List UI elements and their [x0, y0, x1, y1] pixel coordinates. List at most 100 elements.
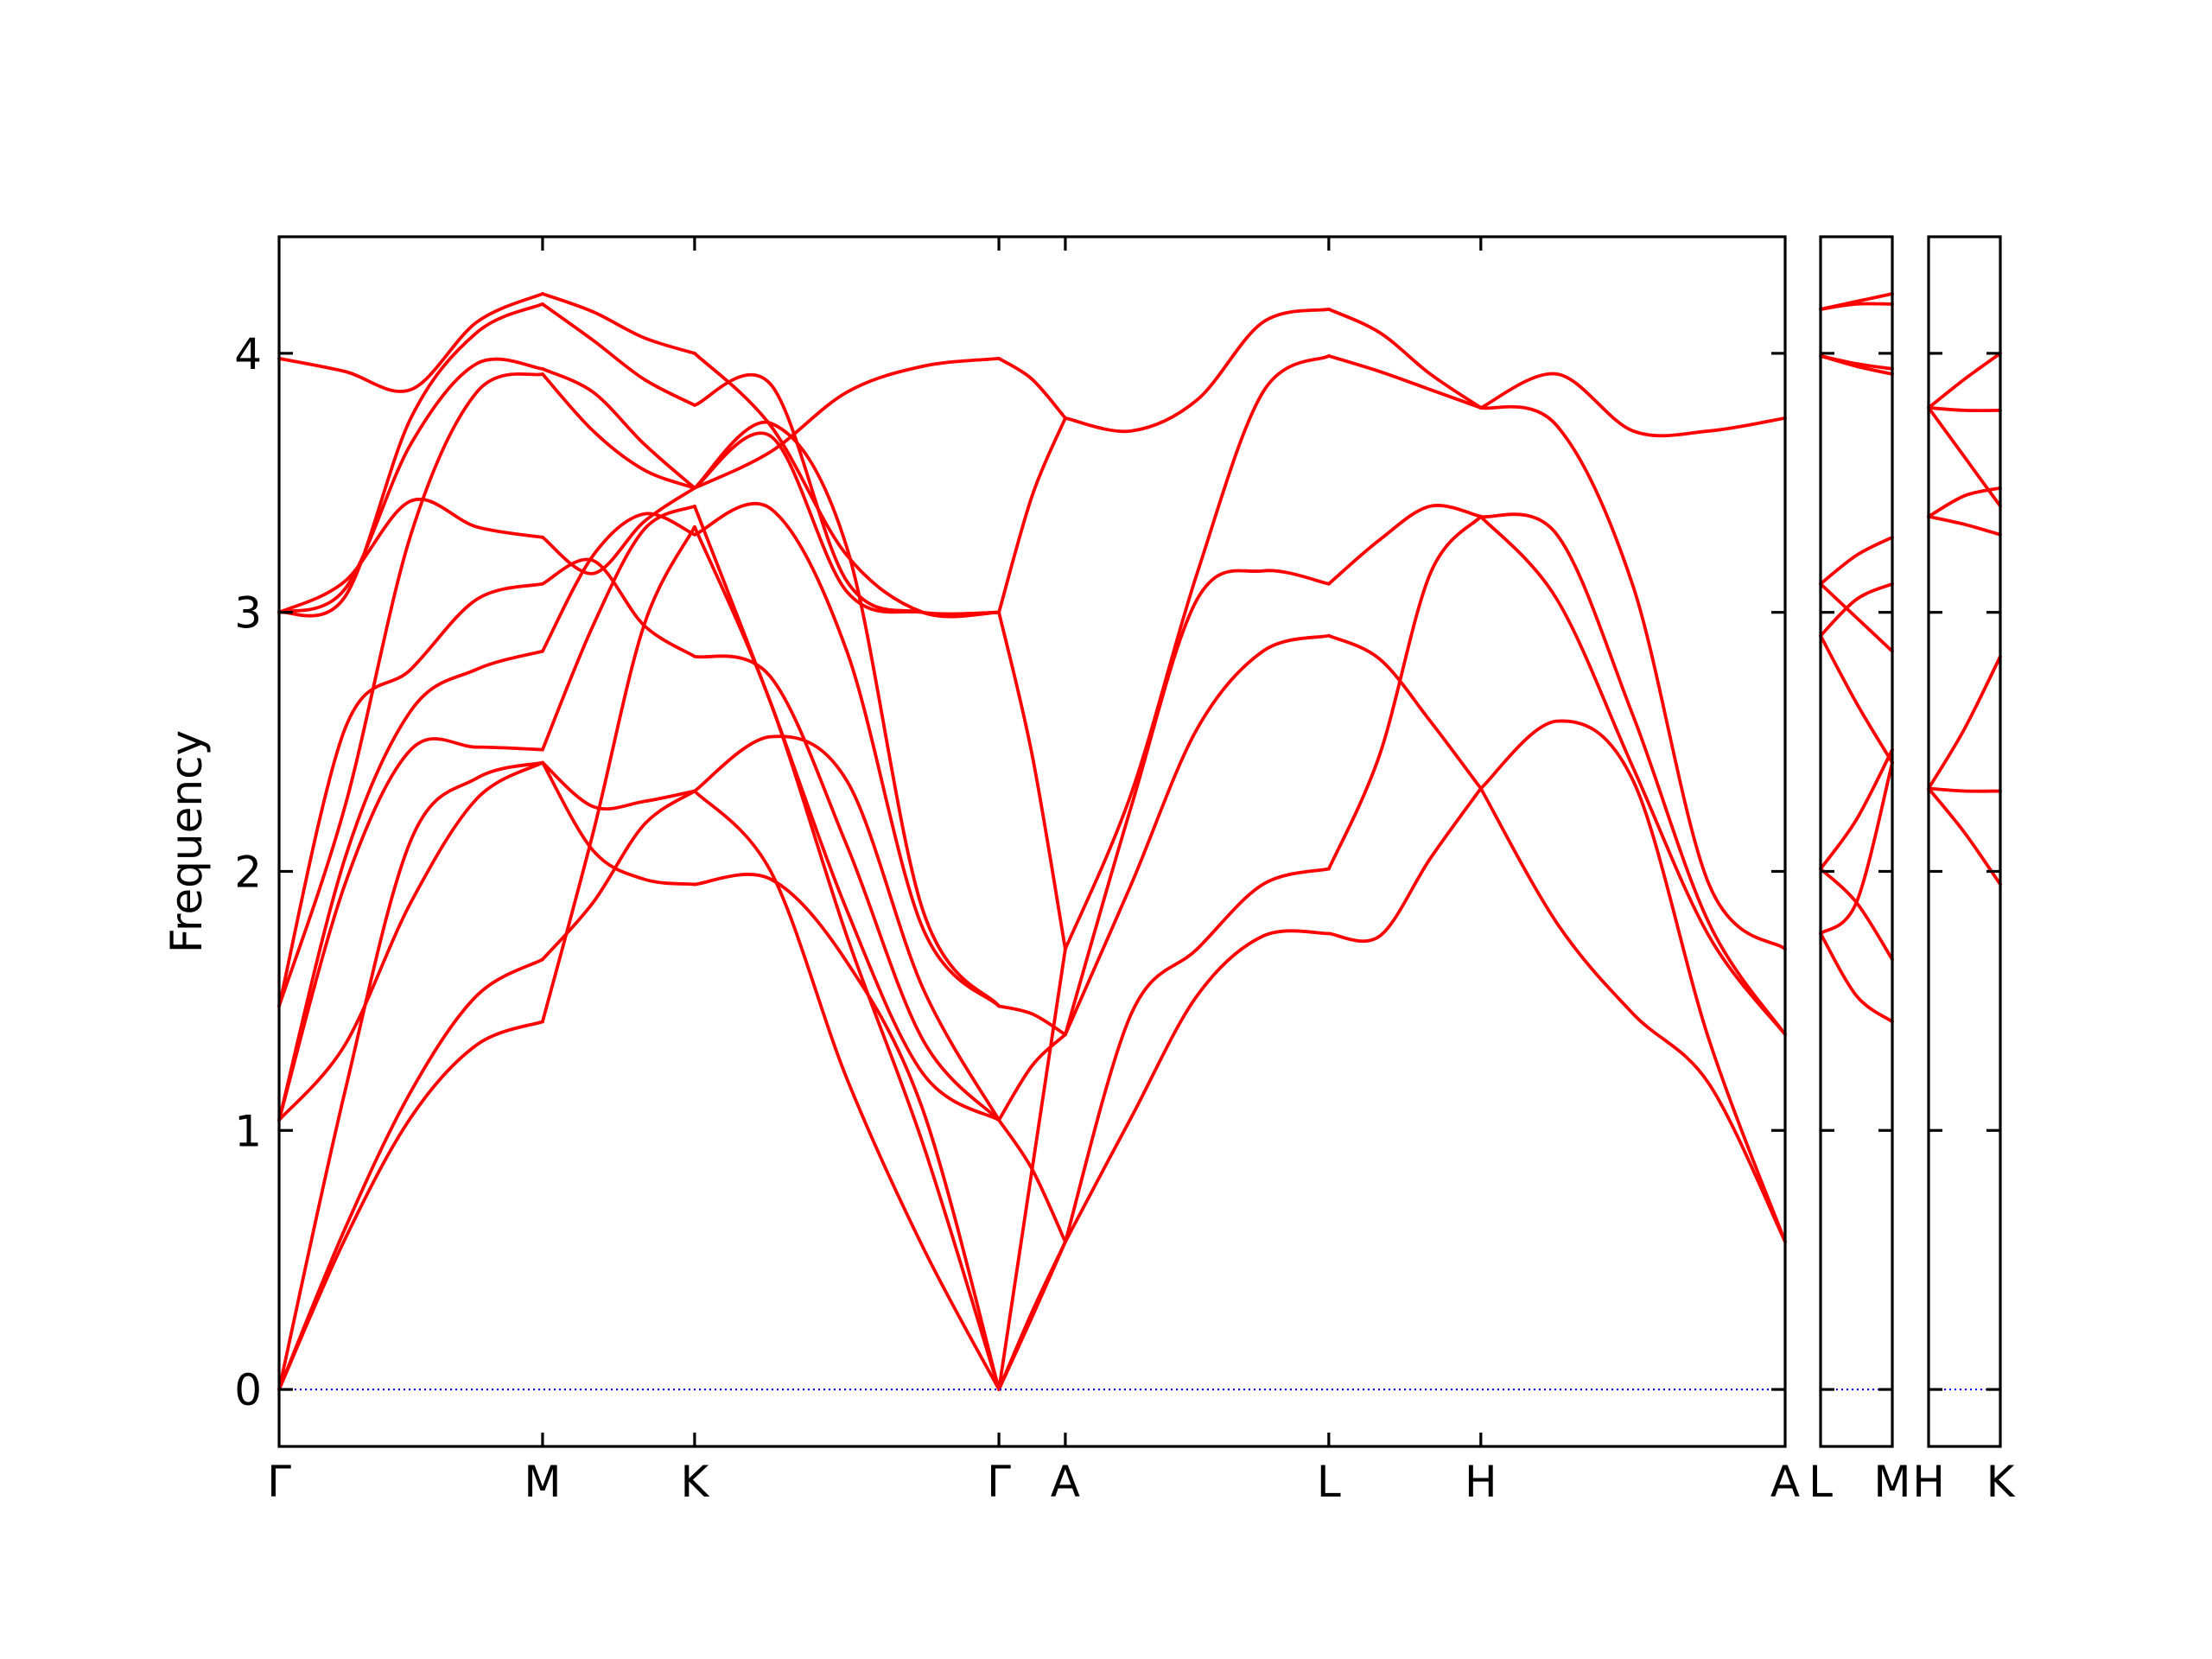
- band-curve-p0-s6-b3: [1478, 512, 1787, 1037]
- band-curve-p0-s0-b7: [277, 372, 544, 1008]
- y-tick-label: 0: [234, 1365, 262, 1415]
- band-curve-p2-s0-b1: [1927, 786, 2002, 793]
- band-curve-p2-s0-b6: [1927, 406, 2002, 508]
- band-curve-p1-s0-b7: [1819, 535, 1894, 586]
- band-curve-p0-s6-b1: [1478, 719, 1787, 1244]
- band-curve-p1-s0-b9: [1819, 354, 1894, 371]
- band-curve-p0-s0-b1: [277, 957, 544, 1391]
- x-tick-label: A: [1051, 1457, 1080, 1507]
- band-curve-p0-s3-b6: [997, 610, 1067, 951]
- band-curve-p0-s6-b4: [1478, 404, 1787, 951]
- band-curve-p0-s2-b4: [693, 504, 1001, 1122]
- band-curve-p0-s6-b0: [1478, 786, 1787, 1244]
- band-curve-p0-s2-b11: [693, 357, 1001, 490]
- band-curve-p0-s6-b5: [1478, 372, 1787, 438]
- x-tick-label: L: [1808, 1457, 1833, 1507]
- band-curve-p0-s1-b5: [541, 512, 696, 653]
- x-tick-label: M: [524, 1457, 561, 1507]
- band-curve-p2-s0-b5: [1927, 406, 2002, 413]
- band-curve-p0-s5-b2: [1327, 633, 1483, 791]
- band-curve-p0-s1-b7: [541, 372, 696, 490]
- band-curve-p0-s2-b8: [693, 431, 1001, 616]
- y-tick-label: 1: [234, 1106, 262, 1156]
- band-curve-p0-s0-b4: [277, 737, 544, 1122]
- band-curve-p0-s1-b10: [541, 292, 696, 355]
- band-curve-p1-s0-b1: [1819, 760, 1894, 936]
- panel-frame: [1927, 235, 2002, 1448]
- band-curve-p0-s5-b1: [1327, 514, 1483, 871]
- band-curve-p0-s1-b4: [541, 504, 696, 752]
- x-tick-label: A: [1770, 1457, 1800, 1507]
- x-tick-label: L: [1317, 1457, 1341, 1507]
- tick-marks: [279, 237, 2000, 1446]
- band-curve-p2-s0-b3: [1927, 486, 2002, 518]
- band-curve-p1-s0-b0: [1819, 931, 1894, 1024]
- band-curve-p0-s0-b5: [277, 649, 544, 1122]
- band-curve-p1-s0-b3: [1819, 747, 1894, 871]
- band-curve-p0-s0-b0: [277, 1020, 544, 1391]
- band-curve-p2-s0-b4: [1927, 514, 2002, 537]
- band-curve-p0-s3-b7: [997, 416, 1067, 614]
- band-curve-p0-s2-b1: [693, 789, 1001, 1391]
- band-curve-p2-s0-b0: [1927, 786, 2002, 887]
- band-curve-p0-s2-b6: [693, 501, 1001, 1008]
- band-curve-p0-s1-b2: [541, 760, 696, 811]
- band-curve-p0-s0-b2: [277, 760, 544, 1391]
- band-curve-p0-s1-b11: [541, 302, 696, 407]
- band-curve-p0-s5-b0: [1327, 786, 1483, 944]
- band-curve-p0-s1-b6: [541, 557, 696, 658]
- band-curve-p0-s6-b2: [1478, 514, 1787, 1037]
- panel-frame: [1819, 235, 1894, 1448]
- band-curve-p0-s0-b11: [277, 302, 544, 618]
- y-tick-labels: 0 1 2 3 4: [234, 329, 262, 1415]
- band-curve-p0-s5-b5: [1327, 308, 1483, 410]
- band-curve-p0-s1-b3: [541, 760, 696, 887]
- band-curve-p0-s2-b5: [693, 654, 1001, 1122]
- x-tick-label: Γ: [987, 1457, 1011, 1507]
- bands-layer: [277, 292, 2002, 1391]
- band-curve-p0-s0-b6: [277, 582, 544, 1008]
- y-axis-label: Frequency: [162, 730, 212, 953]
- band-curve-p0-s2-b0: [693, 873, 1001, 1391]
- band-curve-p0-s1-b9: [541, 367, 696, 490]
- band-curve-p0-s2-b7: [693, 420, 1001, 1008]
- x-tick-label: K: [680, 1457, 709, 1507]
- x-tick-label: Γ: [267, 1457, 291, 1507]
- panel-frame: [277, 235, 1787, 1448]
- band-curve-p0-s1-b1: [541, 789, 696, 962]
- band-curve-p0-s2-b2: [693, 734, 1001, 1122]
- band-curve-p0-s0-b3: [277, 760, 544, 1122]
- band-curve-p1-s0-b5: [1819, 582, 1894, 638]
- band-curve-p0-s4-b2: [1064, 633, 1331, 1037]
- band-curve-p0-s3-b8: [997, 357, 1067, 420]
- band-curve-p2-s0-b2: [1927, 654, 2002, 791]
- band-curve-p0-s5-b4: [1327, 354, 1483, 410]
- band-curve-p0-s1-b0: [541, 524, 696, 1024]
- band-curve-p0-s2-b10: [693, 352, 1001, 619]
- band-curve-p0-s3-b4: [997, 1033, 1067, 1122]
- x-tick-label: K: [1986, 1457, 2016, 1507]
- band-curve-p0-s4-b3: [1064, 569, 1331, 1037]
- y-tick-label: 2: [234, 847, 262, 897]
- band-curve-p0-s4-b0: [1064, 929, 1331, 1244]
- band-curve-p0-s4-b4: [1064, 354, 1331, 951]
- band-curve-p1-s0-b11: [1819, 302, 1894, 311]
- band-curve-p0-s4-b1: [1064, 867, 1331, 1244]
- band-curve-p0-s3-b1: [997, 1240, 1067, 1391]
- band-curve-p1-s0-b6: [1819, 582, 1894, 653]
- band-curve-p1-s0-b4: [1819, 633, 1894, 765]
- x-tick-label: H: [1465, 1457, 1497, 1507]
- x-tick-label: M: [1873, 1457, 1910, 1507]
- band-curve-p0-s0-b8: [277, 498, 544, 614]
- band-curve-p0-s3-b3: [997, 1118, 1067, 1244]
- band-curve-p0-s5-b3: [1327, 504, 1483, 586]
- band-curve-p0-s2-b9: [693, 372, 1001, 617]
- band-curve-p1-s0-b2: [1819, 867, 1894, 962]
- band-curve-p0-s4-b5: [1064, 308, 1331, 434]
- band-curve-p0-s1-b8: [541, 486, 696, 575]
- band-curve-p0-s0-b9: [277, 357, 544, 614]
- band-curve-p0-s0-b10: [277, 292, 544, 393]
- y-tick-label: 4: [234, 329, 262, 379]
